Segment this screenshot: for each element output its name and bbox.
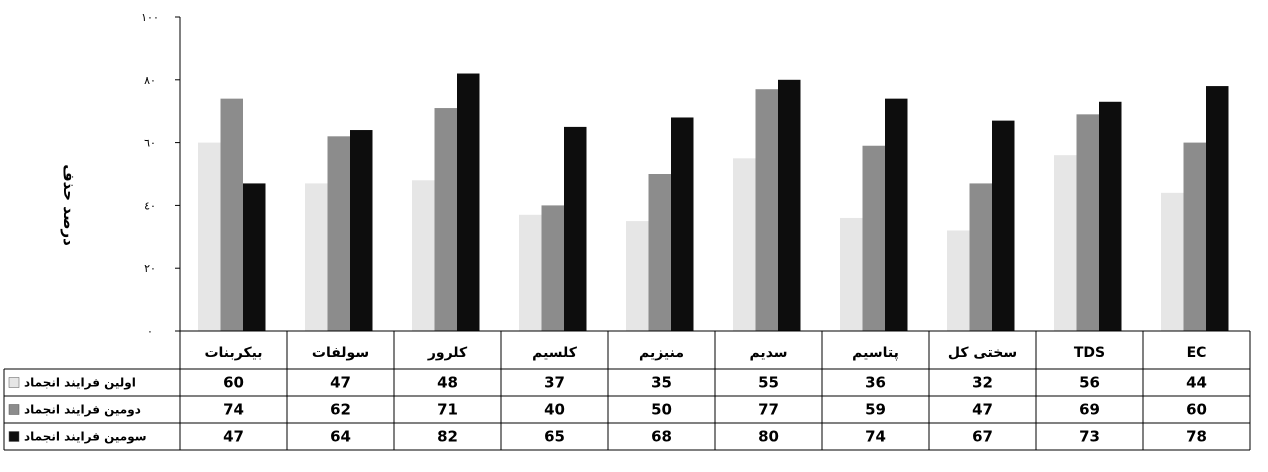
legend-label: سومین فرایند انجماد <box>24 430 147 445</box>
category-label: EC <box>1187 345 1207 361</box>
data-table: بیکربنات سولفات کلرور کلسیم منیزیم سدیم پتاسیم… <box>3 330 1251 451</box>
chart-bars <box>198 73 1229 332</box>
bar-2-3 <box>434 108 457 331</box>
data-label: 35 <box>651 374 672 392</box>
bar-3-9 <box>1099 101 1122 331</box>
y-tick-label: ٦٠ <box>144 137 156 150</box>
legend-label: دومین فرایند انجماد <box>24 403 141 418</box>
category-label: پتاسیم <box>852 345 899 361</box>
category-label: سدیم <box>749 345 787 361</box>
data-label: 82 <box>437 428 458 446</box>
y-axis-label: درصد حذف <box>60 164 78 246</box>
category-label: کلسیم <box>532 345 578 361</box>
data-label: 60 <box>223 374 244 392</box>
data-label: 62 <box>330 401 351 419</box>
data-label: 36 <box>865 374 886 392</box>
category-label: کلرور <box>427 345 468 361</box>
bar-3-6 <box>778 79 801 331</box>
bar-1-9 <box>1054 155 1077 331</box>
bar-2-1 <box>220 98 243 331</box>
legend-swatch <box>8 377 20 388</box>
bar-1-10 <box>1161 192 1184 331</box>
bar-3-4 <box>564 126 587 332</box>
bar-3-1 <box>243 183 266 331</box>
data-label: 69 <box>1079 401 1100 419</box>
bar-3-3 <box>457 73 480 332</box>
y-tick-label: ١٠٠ <box>141 11 159 24</box>
chart-axes: ٠ ٢٠ ٤٠ ٦٠ ٨٠ ١٠٠ <box>141 11 181 338</box>
bar-2-4 <box>541 205 564 331</box>
bar-2-9 <box>1076 114 1099 331</box>
y-tick-label: ٠ <box>147 325 153 338</box>
data-label: 32 <box>972 374 993 392</box>
data-label: 47 <box>330 374 351 392</box>
category-label: منیزیم <box>639 345 684 361</box>
y-tick-label: ٨٠ <box>144 74 156 87</box>
bar-3-2 <box>350 130 373 331</box>
legend-swatch <box>8 431 20 442</box>
bar-1-2 <box>305 183 328 331</box>
data-label: 47 <box>972 401 993 419</box>
bar-3-7 <box>885 98 908 331</box>
bar-1-3 <box>412 180 435 331</box>
bar-1-8 <box>947 230 970 331</box>
category-label: بیکربنات <box>204 345 262 361</box>
bar-2-2 <box>327 136 350 331</box>
data-label: 60 <box>1186 401 1207 419</box>
data-label: 59 <box>865 401 886 419</box>
category-label: سولفات <box>312 345 369 361</box>
data-label: 64 <box>330 428 351 446</box>
data-label: 44 <box>1186 374 1207 392</box>
data-label: 73 <box>1079 428 1100 446</box>
y-tick-label: ٤٠ <box>144 199 156 212</box>
data-label: 56 <box>1079 374 1100 392</box>
bar-1-1 <box>198 142 221 331</box>
data-label: 74 <box>865 428 886 446</box>
bar-2-7 <box>862 145 885 331</box>
category-label: سختی کل <box>948 345 1017 361</box>
bar-3-8 <box>992 120 1015 332</box>
data-label: 74 <box>223 401 244 419</box>
data-label: 80 <box>758 428 779 446</box>
bar-3-5 <box>671 117 694 331</box>
data-label: 40 <box>544 401 565 419</box>
data-label: 37 <box>544 374 565 392</box>
data-label: 71 <box>437 401 458 419</box>
data-label: 77 <box>758 401 779 419</box>
category-label: TDS <box>1074 345 1105 361</box>
bar-2-6 <box>755 89 778 331</box>
data-label: 50 <box>651 401 672 419</box>
bar-2-5 <box>648 174 671 331</box>
bar-1-4 <box>519 214 542 331</box>
data-label: 55 <box>758 374 779 392</box>
data-label: 65 <box>544 428 565 446</box>
data-label: 48 <box>437 374 458 392</box>
legend-swatch <box>8 404 20 415</box>
data-label: 67 <box>972 428 993 446</box>
bar-2-8 <box>969 183 992 331</box>
legend-label: اولین فرایند انجماد <box>24 376 136 391</box>
data-label: 47 <box>223 428 244 446</box>
y-tick-label: ٢٠ <box>144 262 156 275</box>
bar-1-7 <box>840 217 863 331</box>
data-label: 78 <box>1186 428 1207 446</box>
bar-1-6 <box>733 158 756 331</box>
data-label: 68 <box>651 428 672 446</box>
bar-1-5 <box>626 221 649 331</box>
bar-3-10 <box>1206 86 1229 331</box>
bar-2-10 <box>1183 142 1206 331</box>
